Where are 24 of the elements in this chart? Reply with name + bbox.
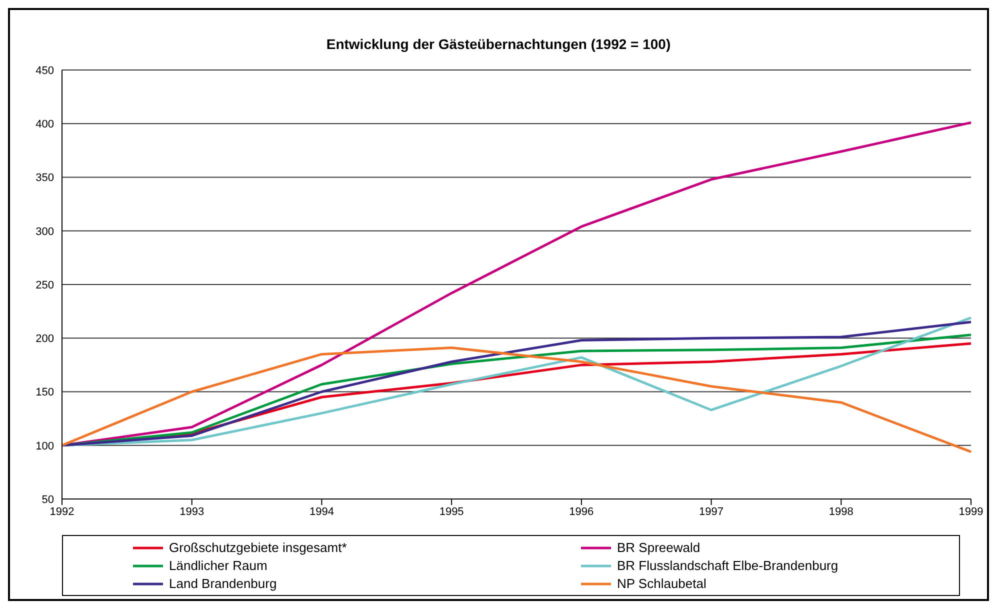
y-tick-label: 450	[36, 64, 54, 77]
y-tick-label: 150	[36, 386, 54, 399]
x-tick-label: 1992	[50, 506, 74, 518]
y-tick-label: 100	[36, 440, 54, 452]
y-tick-label: 300	[36, 226, 54, 238]
x-tick-label: 1993	[180, 506, 204, 518]
legend-label: Großschutzgebiete insgesamt*	[169, 540, 347, 555]
y-tick-label: 350	[36, 172, 54, 184]
legend-label: BR Flusslandschaft Elbe-Brandenburg	[617, 558, 838, 573]
x-tick-label: 1994	[309, 506, 334, 518]
x-tick-label: 1996	[569, 506, 594, 518]
y-tick-label: 400	[36, 118, 54, 131]
legend-label: Land Brandenburg	[169, 576, 277, 591]
legend-label: Ländlicher Raum	[169, 558, 268, 573]
x-tick-label: 1999	[958, 506, 984, 518]
x-tick-label: 1997	[699, 506, 724, 518]
y-tick-label: 250	[36, 279, 54, 292]
chart-title: Entwicklung der Gästeübernachtungen (1992 = 100)	[325, 36, 672, 54]
legend-label: BR Spreewald	[617, 540, 700, 555]
x-tick-label: 1995	[439, 506, 464, 518]
legend-label: NP Schlaubetal	[617, 576, 706, 591]
x-tick-label: 1998	[828, 506, 854, 518]
y-tick-label: 50	[42, 494, 54, 506]
y-tick-label: 200	[36, 333, 54, 346]
